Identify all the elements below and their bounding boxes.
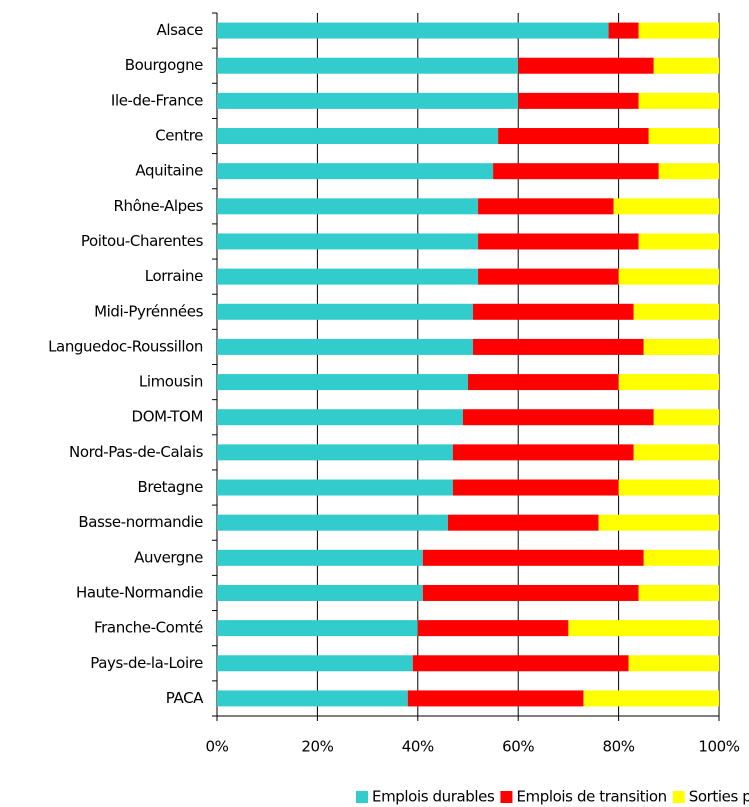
bar-segment bbox=[568, 620, 719, 637]
bar-segment bbox=[407, 690, 584, 707]
bar-segment bbox=[422, 549, 644, 566]
bar-segment bbox=[633, 444, 719, 461]
bar-segment bbox=[217, 374, 468, 391]
bar-segment bbox=[217, 690, 408, 707]
bar-segment bbox=[478, 268, 619, 285]
bar-segment bbox=[658, 163, 719, 180]
y-tick-label: Auvergne bbox=[134, 548, 203, 566]
legend-swatch bbox=[356, 791, 368, 803]
bar-segment bbox=[217, 22, 609, 39]
bar-segment bbox=[217, 198, 479, 215]
bar-segment bbox=[217, 128, 499, 145]
bar-segment bbox=[638, 22, 719, 39]
x-tick-label: 0% bbox=[206, 738, 229, 756]
bar-segment bbox=[217, 444, 453, 461]
y-tick-label: Franche-Comté bbox=[94, 619, 203, 637]
y-tick-label: Limousin bbox=[139, 373, 203, 391]
bar-segment bbox=[638, 584, 719, 601]
y-tick-label: Alsace bbox=[156, 21, 203, 39]
y-tick-label: Languedoc-Roussillon bbox=[48, 337, 203, 355]
y-tick-label: DOM-TOM bbox=[132, 408, 203, 426]
legend-label: Emplois durables bbox=[372, 788, 495, 806]
bar-segment bbox=[452, 479, 619, 496]
bar-segment bbox=[473, 303, 634, 320]
bar-segment bbox=[217, 514, 448, 531]
bar-segment bbox=[217, 549, 423, 566]
bar-segment bbox=[217, 655, 413, 672]
y-tick-label: Haute-Normandie bbox=[76, 583, 203, 601]
x-tick-label: 100% bbox=[698, 738, 739, 756]
bar-segment bbox=[493, 163, 659, 180]
bar-segment bbox=[638, 233, 719, 250]
x-tick-label: 40% bbox=[402, 738, 434, 756]
bar-segment bbox=[643, 549, 719, 566]
bar-segment bbox=[412, 655, 629, 672]
bar-segment bbox=[653, 57, 719, 74]
bar-segment bbox=[628, 655, 719, 672]
bar-segment bbox=[447, 514, 599, 531]
bar-segment bbox=[518, 92, 639, 109]
x-tick-label: 60% bbox=[502, 738, 534, 756]
bar-segment bbox=[618, 479, 719, 496]
y-tick-label: Basse-normandie bbox=[78, 513, 203, 531]
bar-segment bbox=[613, 198, 719, 215]
bar-segment bbox=[217, 92, 519, 109]
legend-swatch bbox=[672, 791, 685, 803]
bar-segment bbox=[633, 303, 719, 320]
bar-segment bbox=[217, 268, 479, 285]
bar-segment bbox=[478, 233, 639, 250]
y-tick-label: Bretagne bbox=[138, 478, 204, 496]
bar-segment bbox=[518, 57, 654, 74]
bar-segment bbox=[583, 690, 719, 707]
bar-segment bbox=[217, 584, 423, 601]
bar-segment bbox=[618, 374, 719, 391]
bar-segment bbox=[473, 338, 644, 355]
bar-segment bbox=[468, 374, 619, 391]
y-tick-label: Pays-de-la-Loire bbox=[90, 654, 203, 672]
y-tick-label: Midi-Pyrénnées bbox=[94, 302, 203, 320]
bar-segment bbox=[643, 338, 719, 355]
legend-swatch bbox=[500, 791, 513, 803]
bar-segment bbox=[217, 409, 463, 426]
bar-segment bbox=[217, 338, 474, 355]
y-tick-label: Poitou-Charentes bbox=[81, 232, 204, 250]
bar-segment bbox=[217, 163, 494, 180]
y-tick-label: Lorraine bbox=[145, 267, 203, 285]
bar-segment bbox=[608, 22, 639, 39]
bar-segment bbox=[462, 409, 654, 426]
bar-segment bbox=[217, 303, 474, 320]
y-tick-label: Aquitaine bbox=[135, 162, 203, 180]
bar-segment bbox=[598, 514, 719, 531]
legend-label: Emplois de transition bbox=[516, 788, 666, 806]
bar-segment bbox=[452, 444, 634, 461]
bar-segment bbox=[498, 128, 649, 145]
bar-segment bbox=[417, 620, 569, 637]
y-tick-label: Nord-Pas-de-Calais bbox=[69, 443, 204, 461]
x-tick-label: 20% bbox=[301, 738, 333, 756]
bar-segment bbox=[653, 409, 719, 426]
bar-segment bbox=[638, 92, 719, 109]
legend-label: Sorties positives bbox=[689, 788, 749, 806]
bar-segment bbox=[217, 479, 453, 496]
y-tick-label: Bourgogne bbox=[125, 56, 203, 74]
bar-segment bbox=[422, 584, 639, 601]
x-tick-label: 80% bbox=[603, 738, 635, 756]
bar-segment bbox=[217, 57, 519, 74]
bar-segment bbox=[217, 620, 418, 637]
y-tick-label: PACA bbox=[166, 689, 204, 707]
y-tick-label: Centre bbox=[155, 127, 203, 145]
bar-segment bbox=[478, 198, 614, 215]
y-tick-label: Rhône-Alpes bbox=[113, 197, 203, 215]
bar-segment bbox=[648, 128, 719, 145]
bar-segment bbox=[217, 233, 479, 250]
bar-segment bbox=[618, 268, 719, 285]
y-tick-label: Ile-de-France bbox=[111, 91, 203, 109]
